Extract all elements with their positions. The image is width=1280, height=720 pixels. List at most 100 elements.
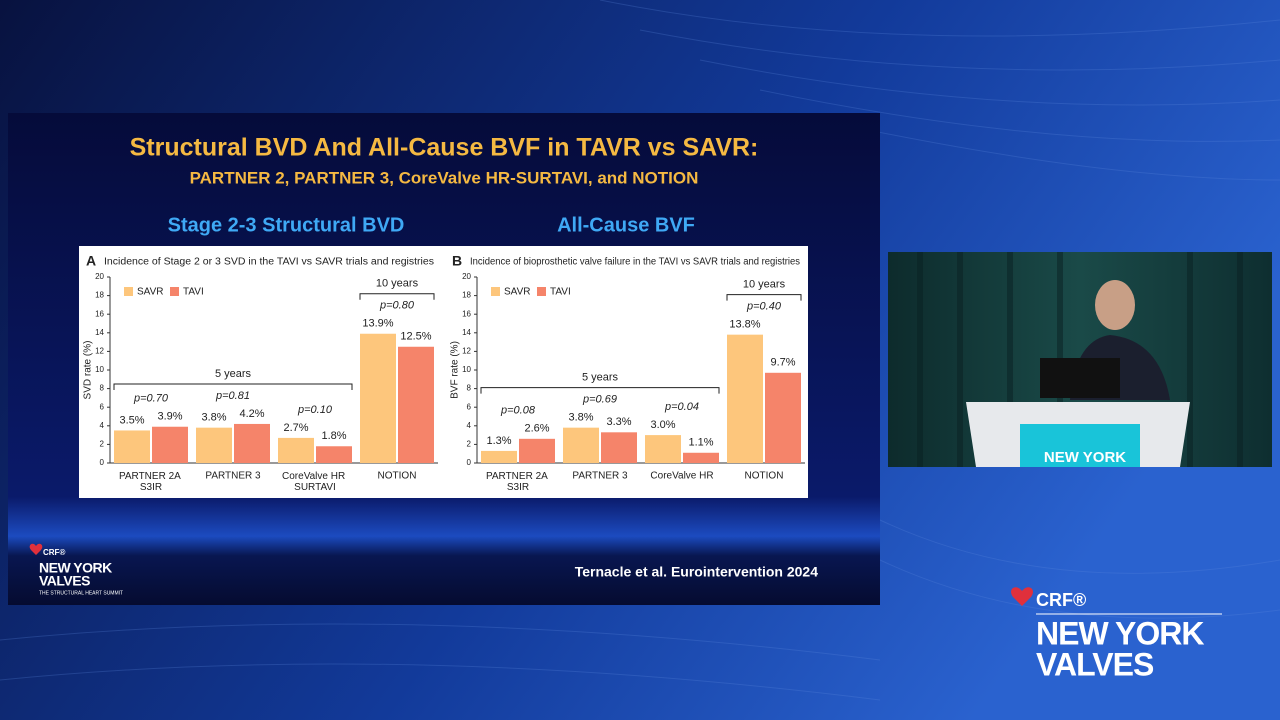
y-tick-label: 18 bbox=[462, 291, 471, 300]
value-label: 1.1% bbox=[688, 437, 713, 449]
chart-title: Incidence of bioprosthetic valve failure… bbox=[470, 257, 800, 268]
logo-line1: NEW YORK bbox=[1036, 615, 1204, 651]
x-tick-label: PARTNER 2A S3IR bbox=[119, 471, 183, 493]
y-axis-label: SVD rate (%) bbox=[83, 341, 94, 400]
bar bbox=[645, 435, 681, 463]
x-tick-label: PARTNER 3 bbox=[205, 471, 261, 482]
slide-logo-heart bbox=[29, 543, 43, 555]
bar-chart: A Incidence of Stage 2 or 3 SVD in the TA… bbox=[83, 253, 438, 493]
right-heading: All-Cause BVF bbox=[557, 214, 695, 236]
legend-swatch bbox=[124, 287, 133, 296]
follow-up-label: 10 years bbox=[376, 278, 419, 290]
legend-label: TAVI bbox=[550, 287, 571, 298]
slide-logo-line1: NEW YORK bbox=[39, 560, 112, 576]
podium-screen bbox=[1020, 424, 1140, 467]
legend-swatch bbox=[491, 287, 500, 296]
y-tick-label: 0 bbox=[100, 458, 105, 467]
bar bbox=[519, 438, 555, 463]
y-tick-label: 20 bbox=[462, 272, 471, 281]
value-label: 4.2% bbox=[239, 408, 264, 420]
slide-subtitle: PARTNER 2, PARTNER 3, CoreValve HR-SURTA… bbox=[190, 168, 699, 187]
bar bbox=[278, 437, 314, 463]
p-value: p=0.40 bbox=[746, 301, 782, 313]
slide-logo-tagline: THE STRUCTURAL HEART SUMMIT bbox=[39, 590, 123, 596]
bar bbox=[196, 427, 232, 463]
citation: Ternacle et al. Eurointervention 2024 bbox=[575, 564, 818, 580]
value-label: 1.3% bbox=[486, 435, 511, 447]
speaker-head bbox=[1095, 280, 1135, 330]
p-value: p=0.70 bbox=[133, 393, 169, 405]
panel-letter: A bbox=[86, 253, 96, 269]
y-tick-label: 16 bbox=[95, 309, 104, 318]
legend-label: SAVR bbox=[504, 287, 531, 298]
slide-logo-brand: CRF® bbox=[43, 548, 65, 557]
x-tick-label: PARTNER 2A S3IR bbox=[486, 471, 550, 493]
logo-heart bbox=[1011, 587, 1033, 606]
y-tick-label: 10 bbox=[95, 365, 104, 374]
value-label: 3.9% bbox=[157, 411, 182, 423]
x-tick-label: CoreValve HR bbox=[650, 471, 713, 482]
y-tick-label: 18 bbox=[95, 291, 104, 300]
slide-logo-line2: VALVES bbox=[39, 573, 90, 589]
y-tick-label: 4 bbox=[100, 421, 105, 430]
y-tick-label: 2 bbox=[467, 440, 472, 449]
legend-label: TAVI bbox=[183, 287, 204, 298]
value-label: 1.8% bbox=[321, 430, 346, 442]
bar bbox=[398, 346, 434, 463]
value-label: 3.8% bbox=[568, 412, 593, 424]
value-label: 3.8% bbox=[201, 412, 226, 424]
y-tick-label: 12 bbox=[462, 347, 471, 356]
value-label: 3.5% bbox=[119, 414, 144, 426]
x-tick-label: NOTION bbox=[378, 471, 417, 482]
bar bbox=[601, 432, 637, 463]
follow-up-bracket bbox=[726, 294, 802, 301]
left-heading: Stage 2-3 Structural BVD bbox=[168, 214, 405, 236]
bar bbox=[563, 427, 599, 463]
background-lines bbox=[0, 0, 1280, 701]
y-tick-label: 12 bbox=[95, 347, 104, 356]
x-tick-label: NOTION bbox=[745, 471, 784, 482]
y-tick-label: 4 bbox=[467, 421, 472, 430]
x-tick-label: PARTNER 3 bbox=[572, 471, 628, 482]
y-tick-label: 14 bbox=[462, 328, 471, 337]
y-tick-label: 8 bbox=[100, 384, 105, 393]
logo-line2: VALVES bbox=[1036, 646, 1154, 682]
legend-swatch bbox=[537, 287, 546, 296]
follow-up-label: 10 years bbox=[743, 279, 786, 291]
p-value: p=0.10 bbox=[297, 404, 333, 416]
y-tick-label: 14 bbox=[95, 328, 104, 337]
bar bbox=[683, 452, 719, 463]
follow-up-bracket bbox=[480, 387, 720, 394]
slide-title: Structural BVD And All-Cause BVF in TAVR… bbox=[130, 134, 759, 162]
charts: A Incidence of Stage 2 or 3 SVD in the TA… bbox=[83, 253, 805, 493]
y-axis-label: BVF rate (%) bbox=[450, 341, 461, 399]
y-tick-label: 6 bbox=[100, 402, 105, 411]
bar bbox=[316, 446, 352, 463]
value-label: 13.8% bbox=[729, 319, 760, 331]
follow-up-label: 5 years bbox=[582, 372, 619, 384]
bar-chart: B Incidence of bioprosthetic valve failur… bbox=[450, 253, 805, 493]
value-label: 12.5% bbox=[400, 331, 431, 343]
panel-letter: B bbox=[452, 253, 462, 269]
value-label: 13.9% bbox=[362, 318, 393, 330]
bar bbox=[234, 423, 270, 463]
bar bbox=[152, 426, 188, 463]
value-label: 3.0% bbox=[650, 419, 675, 431]
chart-title: Incidence of Stage 2 or 3 SVD in the TAV… bbox=[104, 257, 434, 268]
bar bbox=[114, 430, 150, 463]
follow-up-label: 5 years bbox=[215, 368, 252, 380]
x-tick-label: CoreValve HR SURTAVI bbox=[282, 471, 348, 493]
y-tick-label: 0 bbox=[467, 458, 472, 467]
value-label: 2.6% bbox=[524, 423, 549, 435]
value-label: 3.3% bbox=[606, 416, 631, 428]
follow-up-bracket bbox=[359, 293, 435, 300]
bar bbox=[360, 333, 396, 463]
y-tick-label: 2 bbox=[100, 440, 105, 449]
y-tick-label: 8 bbox=[467, 384, 472, 393]
laptop bbox=[1040, 358, 1120, 398]
p-value: p=0.04 bbox=[664, 401, 699, 413]
bar bbox=[481, 450, 517, 463]
p-value: p=0.08 bbox=[500, 405, 536, 417]
